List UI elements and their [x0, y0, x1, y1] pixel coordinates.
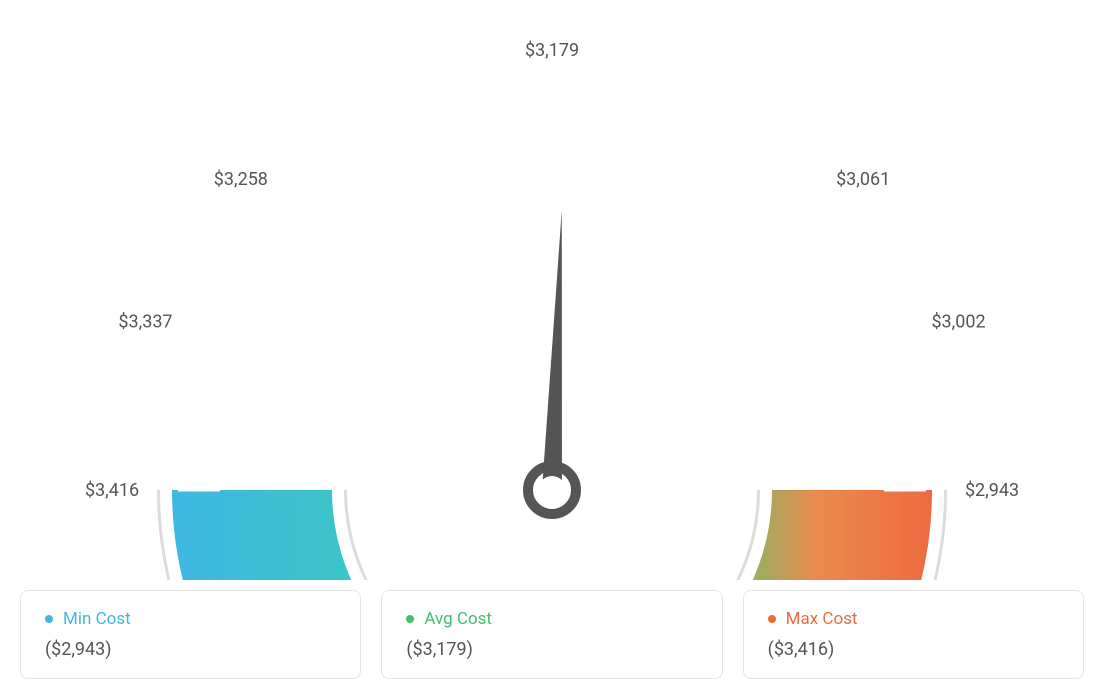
max-cost-card: Max Cost ($3,416) — [743, 590, 1084, 679]
gauge-tick-label: $3,002 — [931, 312, 985, 333]
gauge-tick — [620, 123, 625, 149]
gauge-tick — [893, 417, 919, 422]
min-cost-dot — [45, 615, 53, 623]
max-cost-dot — [768, 615, 776, 623]
gauge-tick-label: $2,943 — [965, 480, 1019, 501]
gauge-tick — [745, 179, 759, 201]
max-cost-title-row: Max Cost — [768, 609, 1059, 629]
max-cost-value: ($3,416) — [768, 639, 1059, 660]
gauge-tick-label: $3,337 — [118, 312, 172, 333]
gauge-needle-hub-inner — [538, 476, 566, 504]
gauge-tick-label: $3,258 — [214, 169, 268, 190]
avg-cost-value: ($3,179) — [406, 639, 697, 660]
gauge-tick — [859, 347, 898, 363]
gauge-tick — [288, 226, 318, 256]
avg-cost-card: Avg Cost ($3,179) — [381, 590, 722, 679]
avg-cost-label: Avg Cost — [424, 609, 492, 629]
gauge-tick — [679, 144, 695, 183]
min-cost-value: ($2,943) — [45, 639, 336, 660]
gauge-tick — [241, 282, 263, 296]
gauge-tick-label: $3,416 — [85, 480, 139, 501]
gauge-tick-label: $3,179 — [525, 40, 579, 61]
min-cost-card: Min Cost ($2,943) — [20, 590, 361, 679]
min-cost-label: Min Cost — [63, 609, 131, 629]
gauge-tick — [206, 347, 245, 363]
gauge-tick — [841, 282, 863, 296]
min-cost-title-row: Min Cost — [45, 609, 336, 629]
gauge-tick — [409, 144, 425, 183]
legend-cards: Min Cost ($2,943) Avg Cost ($3,179) Max … — [20, 590, 1084, 679]
avg-cost-title-row: Avg Cost — [406, 609, 697, 629]
gauge-tick — [787, 226, 817, 256]
gauge-chart-container: $2,943 $3,002 $3,061 $3,179 $3,258 $3,337 $3,4… — [20, 20, 1084, 679]
max-cost-label: Max Cost — [786, 609, 858, 629]
gauge-svg: $2,943 $3,002 $3,061 $3,179 $3,258 $3,337 $3,4… — [20, 20, 1084, 580]
gauge-area: $2,943 $3,002 $3,061 $3,179 $3,258 $3,337 $3,4… — [20, 20, 1084, 580]
gauge-tick — [479, 123, 484, 149]
gauge-tick — [185, 417, 211, 422]
gauge-tick-label: $3,061 — [836, 169, 890, 190]
gauge-tick — [344, 179, 358, 201]
avg-cost-dot — [406, 615, 414, 623]
gauge-needle — [542, 210, 562, 490]
